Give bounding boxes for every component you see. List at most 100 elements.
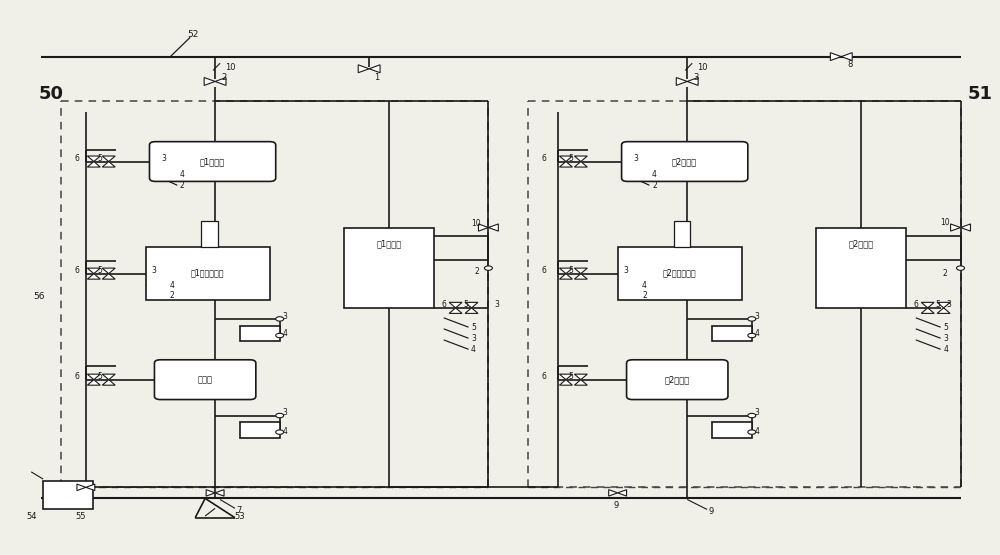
Text: 第1再热器: 第1再热器 [376, 239, 402, 248]
Text: 3: 3 [494, 300, 499, 309]
Text: 5: 5 [471, 323, 476, 332]
Polygon shape [574, 380, 587, 385]
Text: 52: 52 [188, 30, 199, 39]
Polygon shape [102, 380, 115, 385]
Bar [674, 221, 690, 247]
Text: 6: 6 [441, 300, 446, 309]
Circle shape [748, 317, 756, 321]
Text: 54: 54 [26, 512, 36, 521]
Polygon shape [215, 78, 226, 85]
Bar [240, 326, 280, 341]
Polygon shape [574, 156, 587, 162]
Polygon shape [87, 374, 100, 380]
Polygon shape [465, 302, 478, 308]
Polygon shape [951, 224, 961, 231]
Polygon shape [87, 268, 100, 274]
Polygon shape [841, 53, 852, 60]
Text: 3: 3 [633, 154, 638, 163]
FancyBboxPatch shape [622, 142, 748, 181]
Polygon shape [559, 268, 572, 274]
Polygon shape [574, 268, 587, 274]
Polygon shape [937, 308, 950, 314]
Polygon shape [102, 274, 115, 279]
Polygon shape [921, 308, 934, 314]
Text: 4: 4 [754, 427, 759, 436]
Text: 3: 3 [151, 266, 156, 275]
Polygon shape [676, 78, 687, 85]
Polygon shape [559, 380, 572, 385]
Circle shape [276, 413, 284, 418]
Text: 2: 2 [942, 269, 947, 278]
Text: 5: 5 [97, 266, 102, 275]
Polygon shape [215, 490, 224, 496]
Text: 4: 4 [943, 345, 948, 354]
Circle shape [748, 413, 756, 418]
Text: 3: 3 [471, 334, 476, 344]
Circle shape [276, 317, 284, 321]
Text: 6: 6 [542, 154, 547, 163]
Text: 4: 4 [652, 170, 657, 179]
Polygon shape [609, 490, 618, 496]
Text: 5: 5 [568, 372, 573, 381]
Text: 10: 10 [225, 63, 235, 72]
Polygon shape [204, 78, 215, 85]
Text: 第1过热器: 第1过热器 [200, 157, 225, 166]
Text: 10: 10 [697, 63, 707, 72]
Text: 6: 6 [542, 372, 547, 381]
Text: 9: 9 [708, 507, 714, 516]
FancyBboxPatch shape [154, 360, 256, 400]
Text: 3: 3 [282, 312, 287, 321]
Text: 5: 5 [935, 300, 940, 309]
Text: 2: 2 [474, 268, 479, 276]
Text: 5: 5 [97, 154, 102, 163]
Polygon shape [87, 156, 100, 162]
Text: 6: 6 [74, 372, 79, 381]
Text: 7: 7 [236, 506, 242, 515]
Polygon shape [488, 224, 498, 231]
Text: 5: 5 [97, 372, 102, 381]
Bar [146, 247, 270, 300]
Polygon shape [86, 484, 95, 491]
Text: 10: 10 [940, 218, 949, 226]
Text: 2: 2 [180, 181, 185, 190]
Polygon shape [87, 274, 100, 279]
Polygon shape [574, 274, 587, 279]
Bar [712, 326, 752, 341]
Polygon shape [574, 374, 587, 380]
Polygon shape [618, 490, 627, 496]
Text: 4: 4 [754, 329, 759, 339]
Text: 2: 2 [170, 291, 175, 300]
Bar [344, 228, 434, 308]
Text: 4: 4 [180, 170, 185, 179]
Text: 第2蝒汽发生器: 第2蝒汽发生器 [663, 269, 697, 278]
Text: 4: 4 [282, 427, 287, 436]
Text: 5: 5 [568, 154, 573, 163]
Text: 第2再热器: 第2再热器 [849, 239, 874, 248]
Polygon shape [102, 268, 115, 274]
Text: 4: 4 [170, 281, 175, 290]
Bar [618, 247, 742, 300]
Text: 8: 8 [848, 60, 853, 69]
Text: 3: 3 [282, 408, 287, 417]
Text: 3: 3 [693, 73, 699, 82]
Text: 3: 3 [754, 312, 759, 321]
Text: 第1蝒汽发生器: 第1蝒汽发生器 [191, 269, 224, 278]
Text: 4: 4 [282, 329, 287, 339]
Polygon shape [559, 374, 572, 380]
Text: 6: 6 [913, 300, 918, 309]
Text: 第2预热器: 第2预热器 [665, 375, 690, 384]
Polygon shape [358, 65, 369, 73]
Text: 5: 5 [463, 300, 468, 309]
Text: 10: 10 [472, 219, 481, 228]
Text: 3: 3 [754, 408, 759, 417]
Text: 9: 9 [613, 501, 618, 509]
Polygon shape [87, 162, 100, 167]
Text: 53: 53 [235, 512, 245, 521]
Text: 50: 50 [39, 85, 64, 103]
Polygon shape [449, 308, 462, 314]
Polygon shape [449, 302, 462, 308]
Bar [712, 422, 752, 438]
Bar [201, 221, 218, 247]
Polygon shape [937, 302, 950, 308]
Polygon shape [559, 162, 572, 167]
